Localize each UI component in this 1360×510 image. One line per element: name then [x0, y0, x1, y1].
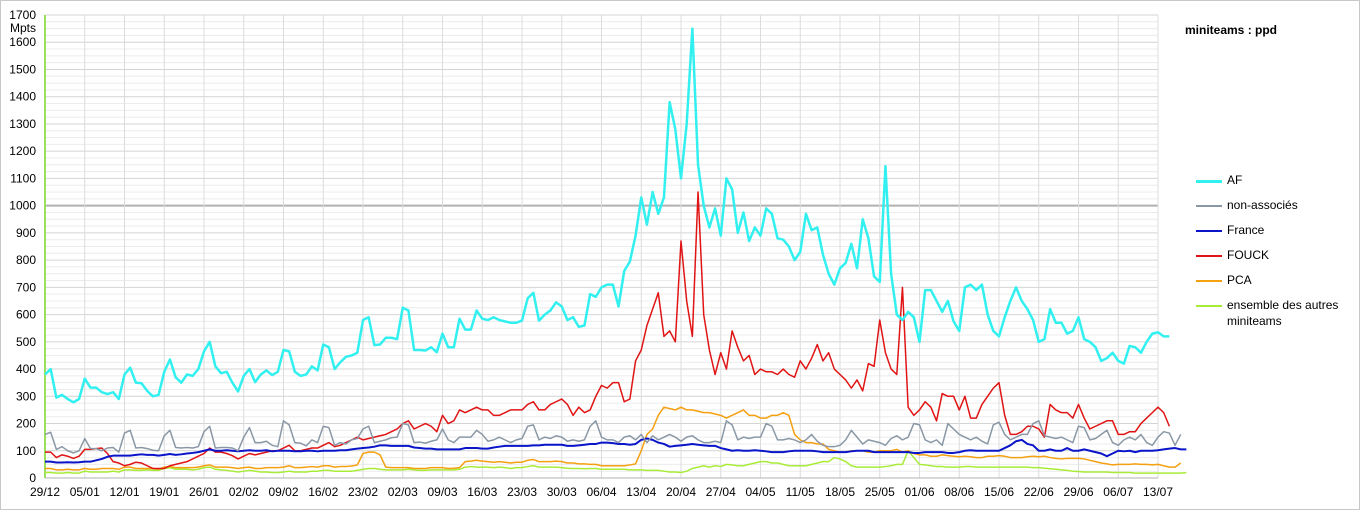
legend-label: FOUCK — [1227, 248, 1269, 262]
legend-swatch — [1196, 255, 1222, 257]
x-tick-label: 26/01 — [189, 485, 219, 499]
x-tick-label: 20/04 — [666, 485, 696, 499]
y-tick-label: 600 — [16, 308, 36, 322]
legend-swatch — [1196, 305, 1222, 307]
legend-swatch — [1196, 205, 1222, 207]
legend-swatch — [1196, 180, 1222, 183]
y-tick-label: 1700 — [9, 8, 36, 22]
series-line-af — [44, 27, 1170, 404]
x-tick-label: 13/07 — [1143, 485, 1173, 499]
x-tick-label: 23/03 — [507, 485, 537, 499]
x-tick-label: 25/05 — [865, 485, 895, 499]
axes: 0 100 200 300 400 500 600 700 800 900 1000 1100 1200… — [9, 8, 1173, 499]
chart-title: miniteams : ppd — [1185, 23, 1278, 37]
series-line-ensemble-des-autres-miniteams — [45, 450, 1187, 474]
y-tick-label: 1000 — [9, 199, 36, 213]
series-line-non-associ-s — [44, 420, 1182, 454]
x-tick-label: 12/01 — [109, 485, 139, 499]
y-tick-label: 1100 — [10, 171, 36, 185]
series-lines — [44, 27, 1187, 474]
x-tick-label: 29/06 — [1063, 485, 1093, 499]
x-tick-label: 23/02 — [348, 485, 378, 499]
series-line-fouck — [45, 191, 1171, 470]
y-tick-label: 100 — [16, 444, 36, 458]
x-tick-label: 29/12 — [30, 485, 60, 499]
x-tick-label: 09/02 — [268, 485, 298, 499]
y-tick-label: 1500 — [9, 62, 36, 76]
legend-swatch — [1196, 280, 1222, 282]
x-tick-label: 02/02 — [229, 485, 259, 499]
x-tick-label: 09/03 — [427, 485, 457, 499]
x-tick-label: 05/01 — [70, 485, 100, 499]
y-tick-label: 0 — [29, 471, 36, 485]
legend-label: AF — [1227, 173, 1243, 187]
legend-label: non-associés — [1227, 198, 1298, 212]
y-tick-label: 200 — [16, 417, 36, 431]
y-tick-label: 1600 — [9, 35, 36, 49]
x-tick-label: 27/04 — [706, 485, 736, 499]
x-tick-label: 08/06 — [944, 485, 974, 499]
y-tick-label: 500 — [16, 335, 36, 349]
y-tick-label: 800 — [16, 253, 36, 267]
x-tick-label: 13/04 — [626, 485, 656, 499]
x-tick-label: 02/03 — [388, 485, 418, 499]
x-tick-label: 01/06 — [904, 485, 934, 499]
x-tick-label: 11/05 — [786, 485, 815, 499]
x-tick-label: 06/07 — [1103, 485, 1133, 499]
legend-swatch — [1196, 230, 1222, 232]
legend-label: PCA — [1227, 273, 1252, 287]
gridlines — [44, 14, 1159, 479]
x-tick-label: 18/05 — [825, 485, 855, 499]
x-tick-label: 06/04 — [586, 485, 616, 499]
y-tick-label: 1200 — [9, 144, 36, 158]
x-tick-label: 22/06 — [1024, 485, 1054, 499]
x-tick-label: 15/06 — [984, 485, 1014, 499]
legend-label: ensemble des autres miniteams — [1227, 298, 1339, 328]
x-tick-label: 16/02 — [308, 485, 338, 499]
x-tick-label: 04/05 — [745, 485, 775, 499]
y-tick-label: 300 — [16, 389, 36, 403]
x-tick-label: 19/01 — [149, 485, 179, 499]
y-tick-label: 700 — [16, 280, 36, 294]
y-tick-label: 1400 — [9, 90, 36, 104]
legend-label: France — [1227, 223, 1265, 237]
series-line-france — [45, 437, 1187, 464]
y-axis-label: Mpts — [10, 21, 36, 35]
series-line-pca — [45, 406, 1182, 471]
y-tick-label: 400 — [16, 362, 36, 376]
y-tick-label: 1300 — [9, 117, 36, 131]
x-tick-label: 30/03 — [547, 485, 577, 499]
x-tick-label: 16/03 — [467, 485, 497, 499]
y-tick-label: 900 — [16, 226, 36, 240]
